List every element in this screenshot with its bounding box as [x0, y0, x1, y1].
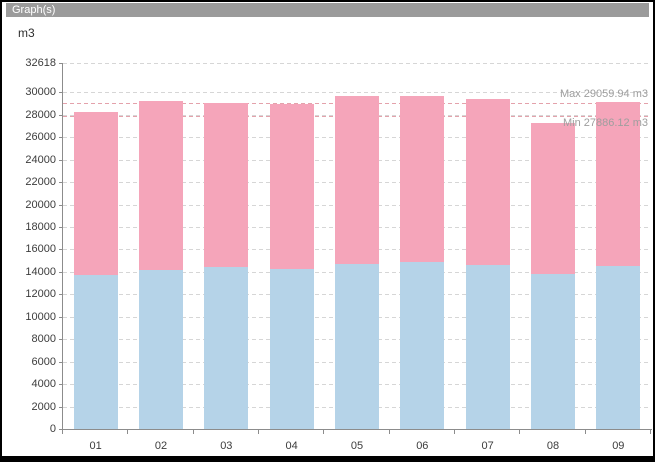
x-tick-mark: [323, 430, 324, 434]
x-tick-label: 06: [416, 440, 429, 452]
y-tick-mark: [59, 429, 63, 430]
window-titlebar[interactable]: Graph(s): [6, 3, 649, 17]
y-tick-mark: [59, 205, 63, 206]
y-tick-mark: [59, 317, 63, 318]
y-tick-label: 8000: [31, 333, 56, 345]
y-tick-label: 0: [49, 423, 56, 435]
bar-05-bottom-segment: [335, 264, 379, 429]
y-tick-label: 32618: [25, 57, 56, 69]
x-tick-mark: [193, 430, 194, 434]
bar-01-top-segment: [74, 112, 118, 275]
x-tick-label: 01: [89, 440, 102, 452]
x-tick-mark: [585, 430, 586, 434]
max-value-annotation: Max 29059.94 m3: [559, 88, 648, 100]
y-tick-mark: [59, 182, 63, 183]
y-tick-label: 10000: [25, 311, 56, 323]
y-gridline: [63, 92, 651, 93]
x-tick-mark: [650, 430, 651, 434]
y-axis-line: [62, 63, 63, 430]
x-axis-line: [62, 429, 652, 430]
y-tick-mark: [59, 249, 63, 250]
x-tick-mark: [258, 430, 259, 434]
bar-09-bottom-segment: [596, 266, 640, 429]
y-tick-label: 22000: [25, 176, 56, 188]
x-tick-label: 08: [546, 440, 560, 452]
bar-03-bottom-segment: [204, 267, 248, 429]
y-tick-label: 26000: [25, 131, 56, 143]
y-tick-mark: [59, 407, 63, 408]
x-tick-mark: [454, 430, 455, 434]
y-tick-mark: [59, 115, 63, 116]
y-gridline: [63, 63, 651, 64]
bar-02-top-segment: [139, 101, 183, 270]
y-tick-mark: [59, 137, 63, 138]
y-tick-label: 16000: [25, 243, 56, 255]
x-tick-mark: [389, 430, 390, 434]
bar-02-bottom-segment: [139, 270, 183, 429]
x-tick-label: 07: [481, 440, 494, 452]
y-tick-label: 4000: [31, 378, 56, 390]
bar-05-top-segment: [335, 96, 379, 264]
bar-04-top-segment: [270, 104, 314, 269]
x-tick-label: 05: [350, 440, 364, 452]
bar-07-bottom-segment: [466, 265, 510, 429]
x-tick-label: 04: [285, 440, 298, 452]
y-tick-label: 28000: [25, 109, 56, 121]
x-tick-label: 02: [154, 440, 168, 452]
y-tick-mark: [59, 272, 63, 273]
y-tick-mark: [59, 294, 63, 295]
bar-09-top-segment: [596, 102, 640, 266]
y-tick-label: 20000: [25, 199, 56, 211]
y-tick-label: 18000: [25, 221, 56, 233]
y-tick-mark: [59, 384, 63, 385]
y-tick-label: 14000: [25, 266, 56, 278]
y-tick-label: 2000: [31, 401, 56, 413]
bar-08-bottom-segment: [531, 274, 575, 429]
y-tick-mark: [59, 92, 63, 93]
plot-area: [63, 63, 651, 429]
bar-06-top-segment: [400, 96, 444, 262]
x-tick-mark: [62, 430, 63, 434]
y-axis-unit-label: m3: [18, 26, 35, 40]
x-tick-mark: [127, 430, 128, 434]
bar-04-bottom-segment: [270, 269, 314, 429]
window-title: Graph(s): [12, 4, 56, 16]
bar-06-bottom-segment: [400, 262, 444, 429]
y-tick-label: 6000: [31, 356, 56, 368]
y-tick-mark: [59, 362, 63, 363]
x-tick-label: 09: [612, 440, 625, 452]
y-tick-mark: [59, 160, 63, 161]
bar-03-top-segment: [204, 103, 248, 267]
bar-01-bottom-segment: [74, 275, 118, 429]
y-tick-mark: [59, 63, 63, 64]
y-tick-label: 12000: [25, 288, 56, 300]
y-tick-mark: [59, 227, 63, 228]
y-tick-mark: [59, 339, 63, 340]
x-tick-label: 03: [220, 440, 233, 452]
min-value-annotation: Min 27886.12 m3: [563, 117, 648, 129]
bar-08-top-segment: [531, 123, 575, 274]
bar-07-top-segment: [466, 99, 510, 265]
y-tick-label: 30000: [25, 86, 56, 98]
y-tick-label: 24000: [25, 154, 56, 166]
x-tick-mark: [519, 430, 520, 434]
